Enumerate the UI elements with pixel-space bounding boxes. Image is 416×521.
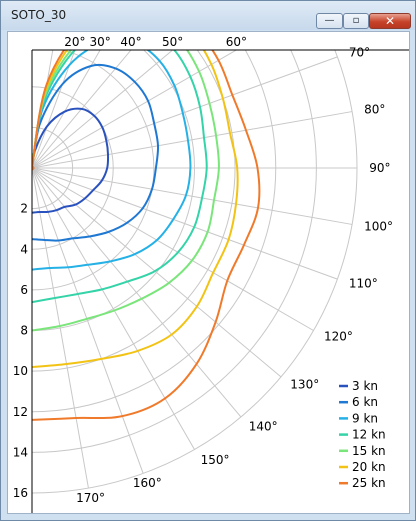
series-line-15-kn	[32, 50, 220, 332]
close-icon: ✕	[384, 14, 396, 28]
radius-tick-label: 12	[13, 405, 28, 419]
origin-point	[32, 165, 35, 171]
axis-labels: 20° 30° 40° 50° 60° 70° 80° 90° 100° 110° 120° 130°…	[13, 35, 409, 513]
series-line-25-kn	[32, 50, 261, 421]
angle-tick-label: 170°	[76, 491, 105, 505]
radius-tick-label: 2	[20, 202, 28, 216]
angle-tick-label: 70°	[349, 46, 370, 60]
minimize-icon: —	[324, 15, 335, 26]
series-line-12-kn	[32, 50, 208, 304]
chart-area: 20° 30° 40° 50° 60° 70° 80° 90° 100° 110° 120° 130°…	[7, 31, 410, 514]
angle-tick-label: 120°	[324, 330, 353, 344]
angle-tick-label: 150°	[201, 453, 230, 467]
series-line-6-kn	[32, 63, 160, 242]
grid-spoke	[32, 50, 174, 169]
radius-tick-label: 6	[20, 283, 28, 297]
legend-entry: 6 kn	[352, 395, 378, 409]
angle-tick-label: 130°	[290, 378, 319, 392]
grid-spoke	[32, 50, 101, 169]
radius-tick-label: 10	[13, 364, 28, 378]
radius-tick-label: 16	[13, 486, 28, 500]
legend-entry: 9 kn	[352, 411, 378, 425]
grid-spoke	[32, 167, 144, 474]
grid-spoke	[32, 56, 338, 169]
radius-tick-label: 8	[20, 324, 28, 338]
polar-grid	[32, 50, 358, 494]
grid-spoke	[32, 167, 338, 280]
polar-curves	[32, 50, 261, 421]
grid-spoke	[32, 111, 353, 169]
angle-tick-label: 140°	[249, 419, 278, 433]
series-line-9-kn	[32, 50, 192, 271]
grid-spoke	[32, 167, 242, 418]
legend-entry: 12 kn	[352, 428, 386, 442]
grid-spoke	[32, 50, 54, 169]
radius-tick-label: 4	[20, 242, 28, 256]
maximize-button[interactable]: ▫	[343, 13, 369, 29]
angle-tick-label: 40°	[120, 35, 141, 49]
angle-tick-label: 50°	[162, 35, 183, 49]
angle-tick-label: 90°	[369, 161, 390, 175]
close-button[interactable]: ✕	[369, 13, 411, 29]
grid-spoke	[32, 167, 282, 378]
grid-spoke	[32, 50, 76, 169]
legend: 3 kn 6 kn 9 kn 12 kn 15 kn 20 kn 25 kn	[339, 379, 386, 490]
angle-tick-label: 60°	[226, 35, 247, 49]
grid-spoke	[32, 167, 314, 331]
radius-tick-label: 14	[13, 445, 28, 459]
legend-entry: 25 kn	[352, 476, 386, 490]
grid-spoke	[32, 167, 353, 225]
angle-tick-label: 80°	[364, 102, 385, 116]
angle-tick-label: 30°	[89, 35, 110, 49]
grid-ring	[32, 50, 277, 413]
legend-entry: 15 kn	[352, 444, 386, 458]
angle-tick-label: 110°	[349, 276, 378, 290]
minimize-button[interactable]: —	[316, 13, 343, 29]
grid-spoke	[32, 167, 89, 489]
angle-tick-label: 100°	[364, 220, 393, 234]
grid-spoke	[32, 50, 132, 169]
title-bar[interactable]: SOTO_30 — ▫ ✕	[1, 1, 415, 30]
angle-tick-label: 20°	[64, 35, 85, 49]
legend-entry: 20 kn	[352, 460, 386, 474]
legend-entry: 3 kn	[352, 379, 378, 393]
series-line-20-kn	[32, 50, 239, 369]
grid-spoke	[32, 50, 238, 169]
grid-spoke	[32, 167, 195, 450]
window-title: SOTO_30	[11, 8, 67, 22]
polar-chart: 20° 30° 40° 50° 60° 70° 80° 90° 100° 110° 120° 130°…	[13, 35, 409, 513]
angle-tick-label: 160°	[133, 476, 162, 490]
series-line-3-kn	[32, 107, 110, 214]
maximize-icon: ▫	[352, 15, 360, 26]
